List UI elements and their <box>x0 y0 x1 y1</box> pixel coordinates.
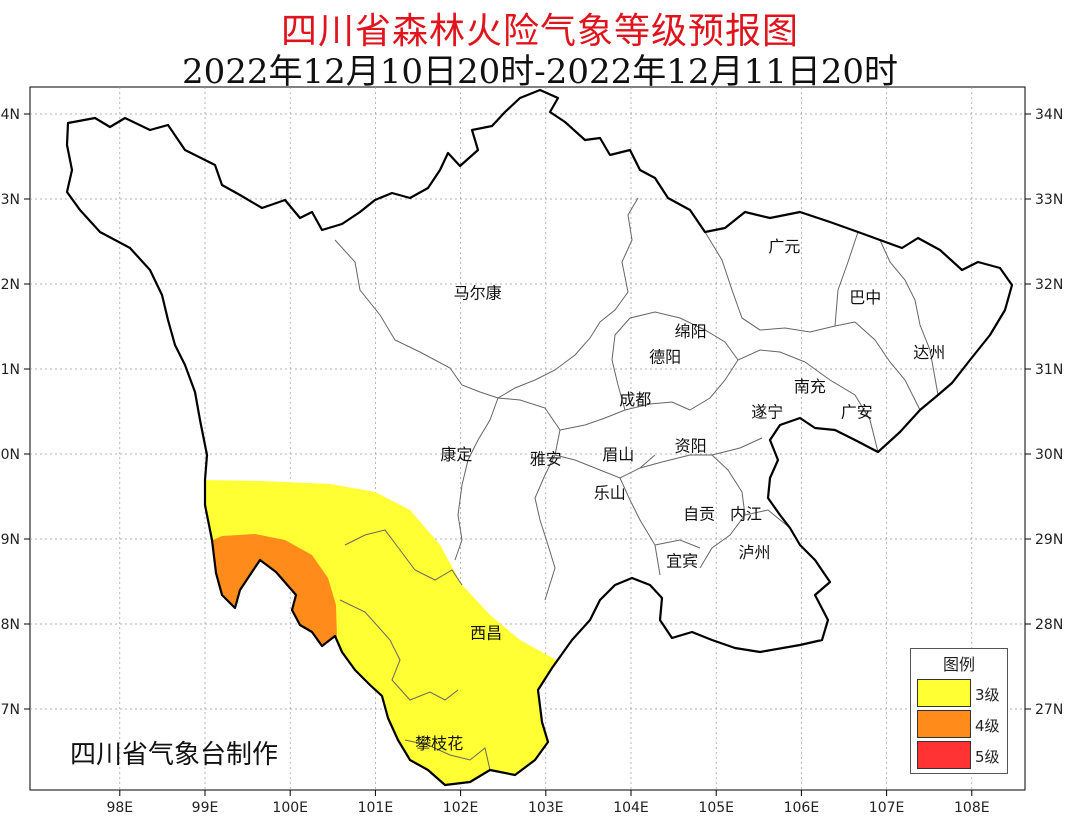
lon-tick-label: 102E <box>443 800 479 816</box>
lat-tick-label-right: 34N <box>1035 107 1063 123</box>
lon-tick-label: 101E <box>358 800 394 816</box>
lon-tick-label: 99E <box>192 800 219 816</box>
prefecture-boundary-segment <box>639 437 763 469</box>
producer-credit: 四川省气象台制作 <box>70 740 279 770</box>
city-label: 南充 <box>794 377 826 396</box>
city-label: 广元 <box>768 237 800 256</box>
legend-swatch-level-5 <box>917 741 971 769</box>
lon-tick-label: 108E <box>954 800 990 816</box>
legend-label-level-4: 4级 <box>975 717 1000 735</box>
city-label: 宜宾 <box>666 551 698 570</box>
city-label: 西昌 <box>470 624 502 643</box>
prefecture-boundary-segment <box>854 321 921 411</box>
lon-tick-label: 105E <box>698 800 734 816</box>
legend: 图例 3级 4级 5级 <box>910 648 1008 774</box>
axis-ticks: 98E 99E 100E 101E 102E 103E 104E 105E 106E 107E 10… <box>0 107 1063 816</box>
lon-tick-label: 104E <box>613 800 649 816</box>
city-label: 资阳 <box>675 437 707 456</box>
legend-swatch-level-3 <box>917 679 971 707</box>
city-label: 绵阳 <box>675 322 707 341</box>
city-label: 乐山 <box>594 483 626 502</box>
prefecture-boundary-segment <box>619 477 661 576</box>
city-label: 泸州 <box>739 543 771 562</box>
lat-tick-label-left: 33N <box>0 192 20 208</box>
prefecture-boundary-segment <box>611 317 631 411</box>
lon-tick-label: 107E <box>869 800 905 816</box>
prefecture-boundary-segment <box>404 739 491 771</box>
prefecture-boundary-segment <box>741 317 856 333</box>
prefecture-boundary-segment <box>334 239 499 399</box>
province-boundary <box>65 88 1014 787</box>
map-title: 四川省森林火险气象等级预报图 <box>280 11 799 52</box>
prefecture-boundary-segment <box>804 361 879 453</box>
prefecture-boundaries <box>334 197 939 771</box>
city-label: 德阳 <box>649 347 681 366</box>
lat-tick-label-right: 29N <box>1035 532 1063 548</box>
lat-tick-label-right: 28N <box>1035 617 1063 633</box>
city-label: 马尔康 <box>454 284 502 303</box>
legend-item-level-3: 3级 <box>917 679 1001 707</box>
lat-tick-label-left: 31N <box>0 362 20 378</box>
prefecture-boundary-segment <box>497 197 639 399</box>
lat-tick-label-left: 34N <box>0 107 20 123</box>
city-label: 成都 <box>619 390 651 409</box>
city-label: 遂宁 <box>751 403 783 422</box>
legend-swatch-level-4 <box>917 710 971 738</box>
prefecture-boundary-segment <box>554 454 656 479</box>
prefecture-boundary-segment <box>629 311 739 361</box>
lat-tick-label-right: 27N <box>1035 702 1063 718</box>
city-label: 康定 <box>440 445 472 464</box>
city-label: 自贡 <box>683 505 715 524</box>
legend-item-level-5: 5级 <box>917 741 1001 769</box>
prefecture-boundary-segment <box>879 239 939 396</box>
city-label: 雅安 <box>530 449 562 468</box>
city-label: 巴中 <box>849 288 881 307</box>
lat-tick-label-right: 31N <box>1035 362 1063 378</box>
lon-tick-label: 98E <box>106 800 133 816</box>
city-label: 攀枝花 <box>415 734 463 753</box>
lat-tick-label-left: 27N <box>0 702 20 718</box>
legend-item-level-4: 4级 <box>917 710 1001 738</box>
prefecture-boundary-segment <box>744 509 791 529</box>
legend-label-level-3: 3级 <box>975 686 1000 704</box>
legend-title: 图例 <box>942 655 975 674</box>
prefecture-boundary-segment <box>497 397 561 601</box>
lat-tick-label-left: 28N <box>0 617 20 633</box>
prefecture-boundary-segment <box>654 539 701 549</box>
city-label: 广安 <box>841 403 873 422</box>
legend-label-level-5: 5级 <box>975 748 1000 766</box>
map-subtitle: 2022年12月10日20时-2022年12月11日20时 <box>181 52 899 92</box>
prefecture-boundary-segment <box>834 231 859 327</box>
lat-tick-label-left: 29N <box>0 532 20 548</box>
lat-tick-label-right: 32N <box>1035 277 1063 293</box>
prefecture-boundary-segment <box>339 599 459 701</box>
lat-tick-label-right: 30N <box>1035 447 1063 463</box>
city-label: 眉山 <box>602 445 634 464</box>
city-label: 达州 <box>913 343 945 362</box>
lat-tick-label-left: 30N <box>0 447 20 463</box>
prefecture-boundary-segment <box>344 529 463 586</box>
city-label: 内江 <box>730 505 762 524</box>
lon-tick-label: 106E <box>784 800 820 816</box>
prefecture-boundary-segment <box>454 397 499 561</box>
lat-tick-label-right: 33N <box>1035 192 1063 208</box>
lon-tick-label: 103E <box>528 800 564 816</box>
lon-tick-label: 100E <box>272 800 308 816</box>
lat-tick-label-left: 32N <box>0 277 20 293</box>
